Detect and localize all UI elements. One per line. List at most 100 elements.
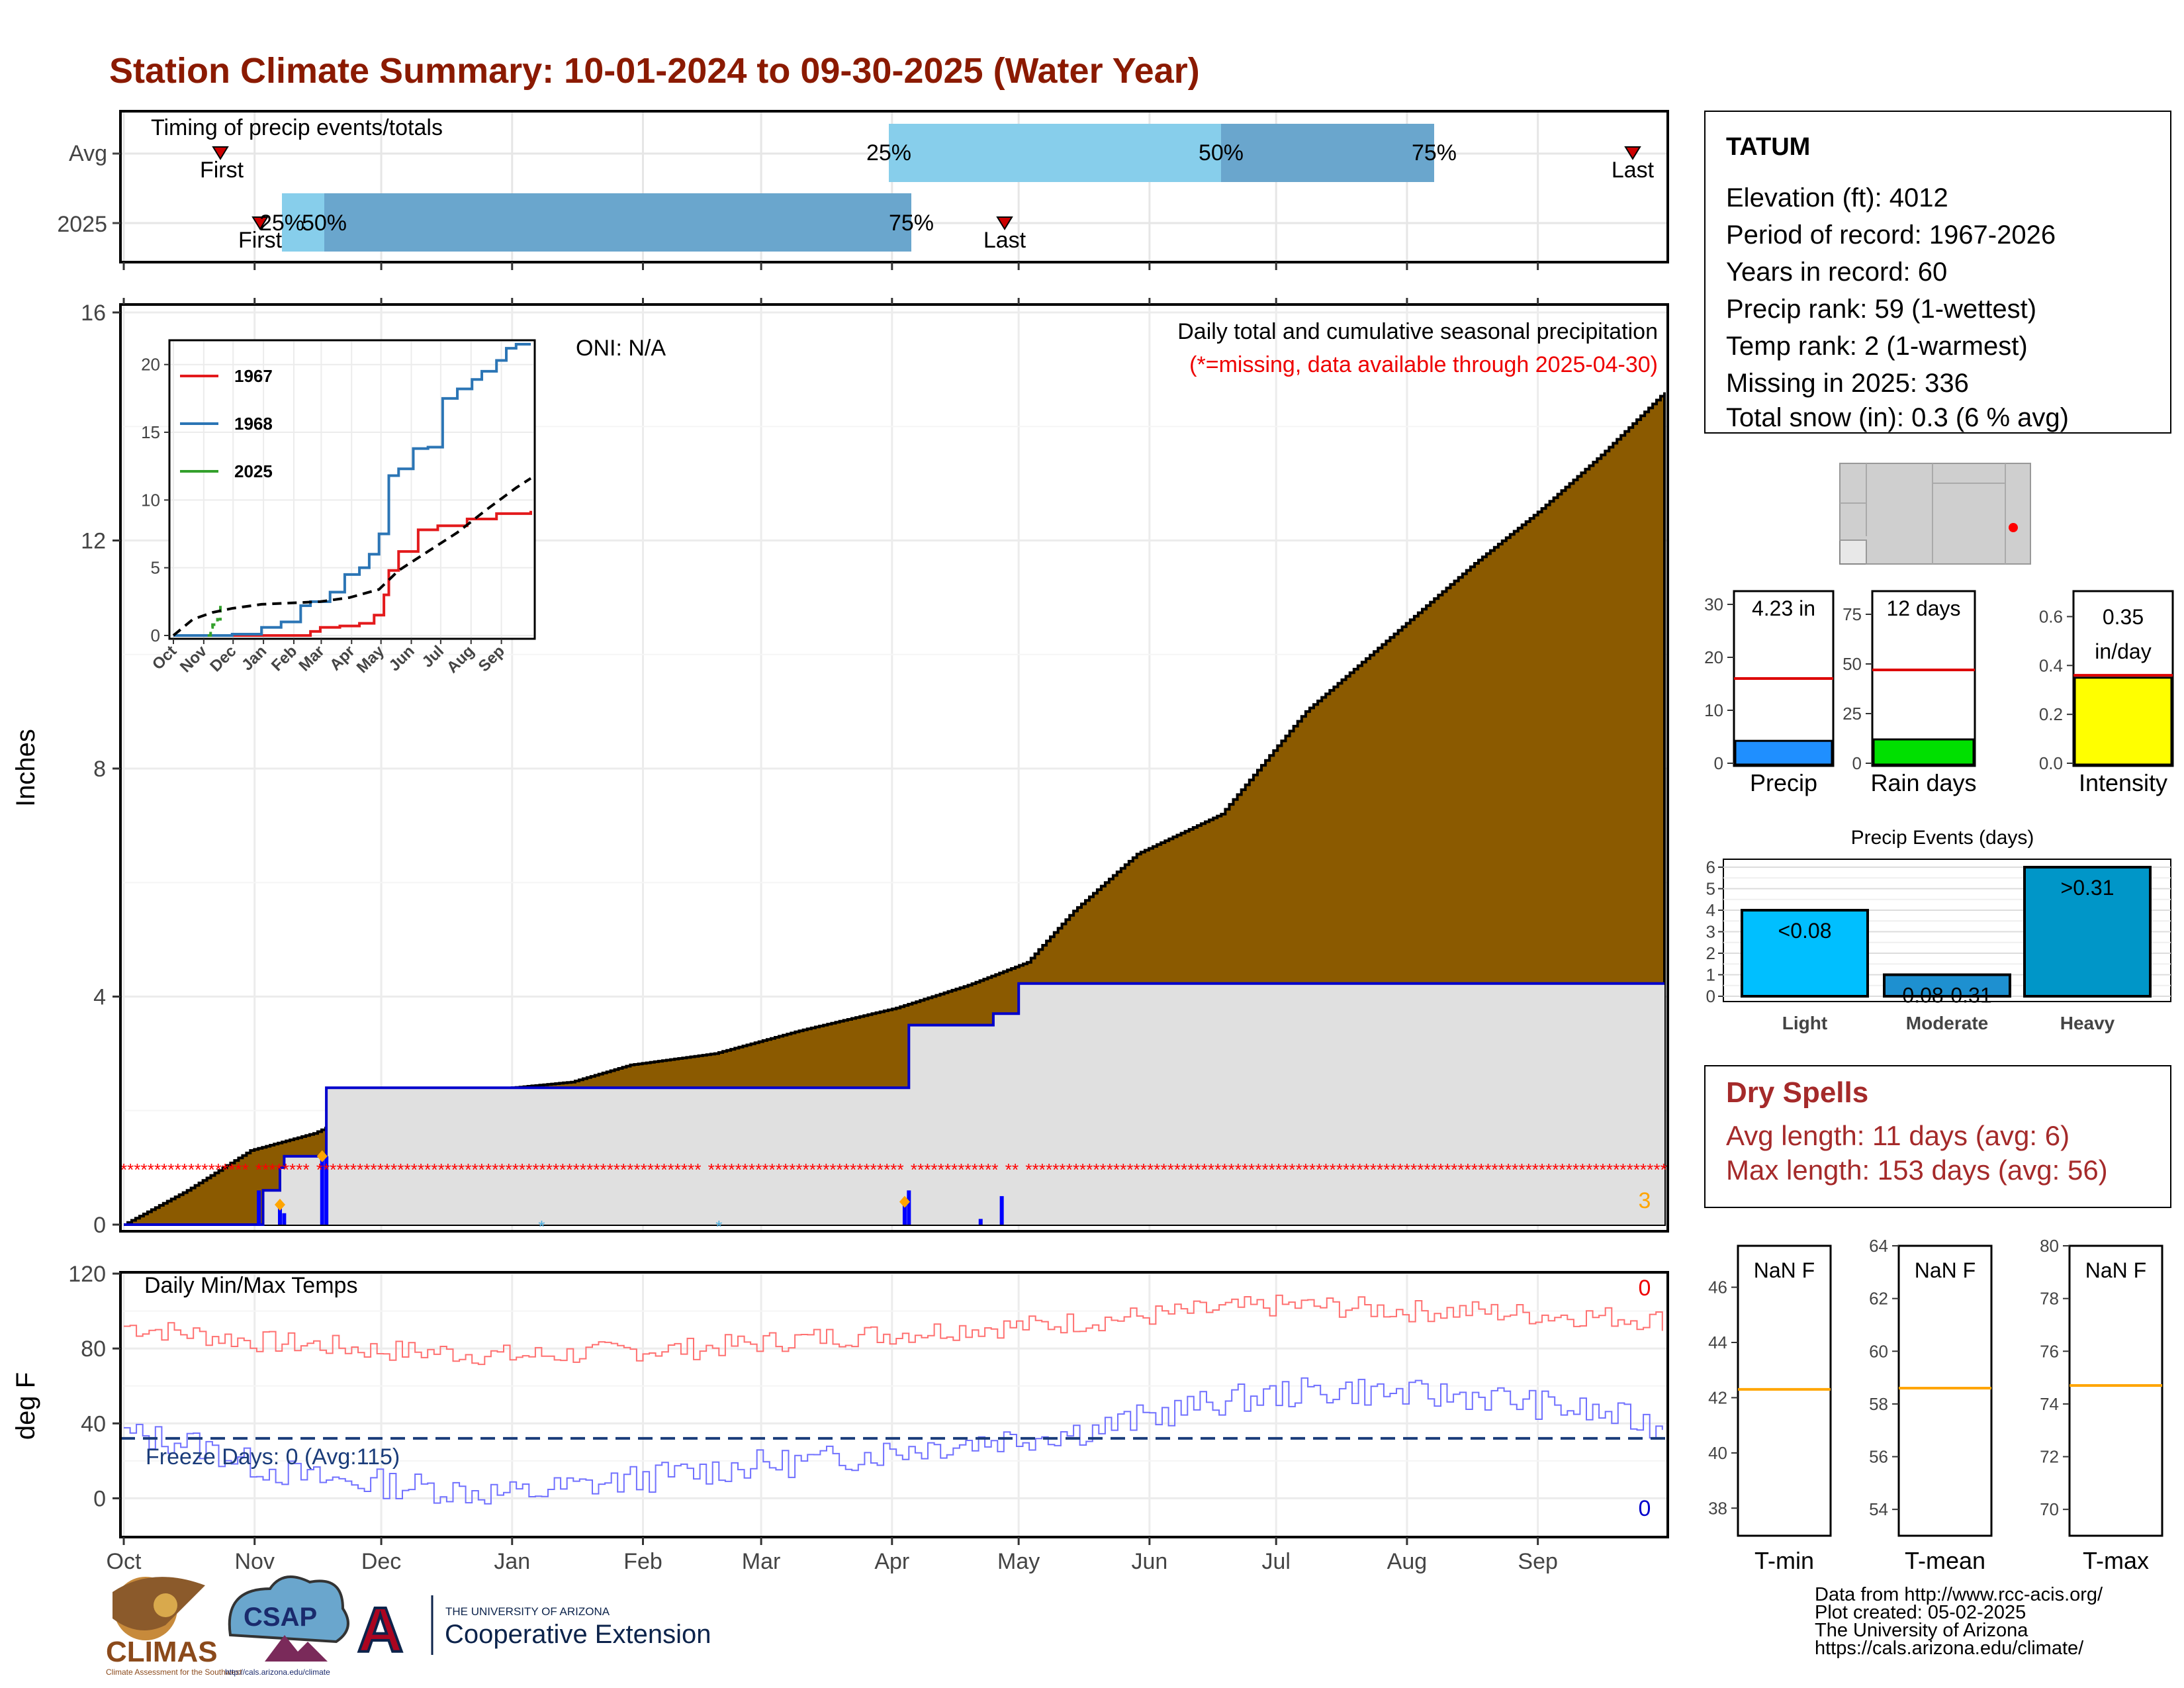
missing-marker: * [134, 1160, 140, 1180]
events-title: Precip Events (days) [1851, 827, 2034, 849]
credit-line-created: Plot created: 05-02-2025 [1815, 1602, 2026, 1623]
station-line-temp-rank: Temp rank: 2 (1-warmest) [1726, 332, 2028, 361]
precip-ylabel: Inches [11, 729, 40, 807]
station-location-marker [2009, 523, 2018, 532]
missing-marker: * [1012, 1160, 1019, 1180]
missing-marker: * [1242, 1160, 1248, 1180]
missing-marker: * [283, 1160, 289, 1180]
missing-marker: * [167, 1160, 174, 1180]
missing-marker: * [390, 1160, 397, 1180]
missing-marker: * [1039, 1160, 1046, 1180]
missing-marker: * [1653, 1160, 1660, 1180]
events-ytick-label: 6 [1706, 857, 1715, 877]
missing-marker: * [782, 1160, 789, 1180]
missing-marker: * [809, 1160, 816, 1180]
missing-marker: * [1471, 1160, 1478, 1180]
missing-marker: * [634, 1160, 641, 1180]
missing-marker: * [1214, 1160, 1221, 1180]
missing-marker: * [1195, 1160, 1201, 1180]
summary-bar-ytick: 0 [1852, 753, 1862, 773]
summary-bar-ytick: 0 [1714, 753, 1723, 773]
missing-marker: * [1154, 1160, 1160, 1180]
missing-marker: * [620, 1160, 627, 1180]
missing-marker: * [1343, 1160, 1349, 1180]
summary-bar-ytick: 20 [1704, 647, 1723, 667]
missing-marker: * [1167, 1160, 1174, 1180]
missing-marker: * [668, 1160, 674, 1180]
missing-marker: * [1484, 1160, 1491, 1180]
dry-spells-box: Dry Spells Avg length: 11 days (avg: 6) … [1704, 1065, 2171, 1208]
missing-marker: * [1539, 1160, 1545, 1180]
missing-marker: * [323, 1160, 330, 1180]
daily-precip-bar [320, 1156, 324, 1225]
snow-marker: * [715, 1217, 722, 1237]
summary-bar-name: Precip [1750, 769, 1817, 796]
events-category-label: Moderate [1906, 1013, 1988, 1033]
missing-marker: * [438, 1160, 445, 1180]
missing-marker: * [938, 1160, 944, 1180]
missing-marker: * [566, 1160, 572, 1180]
month-tick-label: Aug [1387, 1549, 1428, 1574]
missing-marker: * [1444, 1160, 1451, 1180]
missing-marker: * [1134, 1160, 1140, 1180]
missing-marker: * [1458, 1160, 1465, 1180]
summary-bar-value [1734, 739, 1833, 766]
avg-first-label: First [200, 158, 244, 183]
temp-box-ytick: 40 [1708, 1443, 1727, 1463]
summary-bar-ytick: 10 [1704, 700, 1723, 720]
missing-marker: * [1322, 1160, 1329, 1180]
ua-a-logo: A [357, 1595, 403, 1665]
missing-marker: * [1269, 1160, 1275, 1180]
csap-text: CSAP [244, 1603, 317, 1632]
missing-marker: * [1079, 1160, 1086, 1180]
month-tick-label: Jul [1261, 1549, 1290, 1574]
missing-marker: * [141, 1160, 148, 1180]
avg-p50-label: 50% [1199, 140, 1244, 165]
missing-marker: * [519, 1160, 525, 1180]
summary-bar-intensity: 0.0 0.2 0.4 0.6 0.35 in/day Intensity [2039, 590, 2174, 796]
summary-bar-value-label: 0.35 [2103, 605, 2144, 629]
missing-marker: * [208, 1160, 215, 1180]
missing-marker: * [688, 1160, 694, 1180]
temp-box-ytick: 58 [1869, 1394, 1888, 1414]
inset-ytick-label: 10 [141, 490, 160, 510]
events-ytick-label: 1 [1706, 965, 1715, 985]
daily-max-marker [899, 1196, 910, 1208]
summary-bar-ytick: 0.0 [2039, 753, 2063, 773]
daily-precip-bar [324, 1156, 329, 1225]
temp-box-ytick: 62 [1869, 1289, 1888, 1309]
missing-marker: * [445, 1160, 451, 1180]
missing-marker: * [755, 1160, 762, 1180]
events-ytick-label: 4 [1706, 900, 1715, 920]
daily-max-marker [316, 1150, 328, 1162]
missing-marker: * [607, 1160, 614, 1180]
summary-bar-value-label: 4.23 in [1752, 596, 1815, 620]
missing-marker: * [148, 1160, 154, 1180]
summary-bar-ytick: 25 [1843, 704, 1862, 724]
temp-box-t-max: 70 72 74 76 78 80 NaN F T-max [2040, 1236, 2163, 1574]
missing-marker: * [911, 1160, 917, 1180]
missing-marker: * [1356, 1160, 1363, 1180]
ua-small-text: THE UNIVERSITY OF ARIZONA [445, 1605, 610, 1618]
dry-title: Dry Spells [1726, 1076, 1868, 1109]
missing-marker: * [1120, 1160, 1126, 1180]
y2025-bar-25-50 [282, 193, 324, 252]
missing-marker: * [1566, 1160, 1572, 1180]
daily-precip-bar [902, 1204, 907, 1225]
missing-marker: * [195, 1160, 201, 1180]
missing-marker: * [492, 1160, 498, 1180]
missing-marker: * [1613, 1160, 1619, 1180]
temp-box-ytick: 72 [2040, 1447, 2059, 1467]
tmax-line [124, 1294, 1663, 1366]
missing-marker: * [539, 1160, 546, 1180]
missing-marker: * [856, 1160, 863, 1180]
missing-marker: * [1661, 1160, 1667, 1180]
missing-marker: * [897, 1160, 904, 1180]
y2025-first-label: First [238, 228, 283, 253]
temp-box-ytick: 46 [1708, 1278, 1727, 1297]
missing-marker: * [181, 1160, 188, 1180]
events-bar-heavy [2023, 866, 2152, 998]
missing-marker: * [1478, 1160, 1484, 1180]
missing-marker: * [363, 1160, 370, 1180]
month-tick-label: Mar [742, 1549, 781, 1574]
